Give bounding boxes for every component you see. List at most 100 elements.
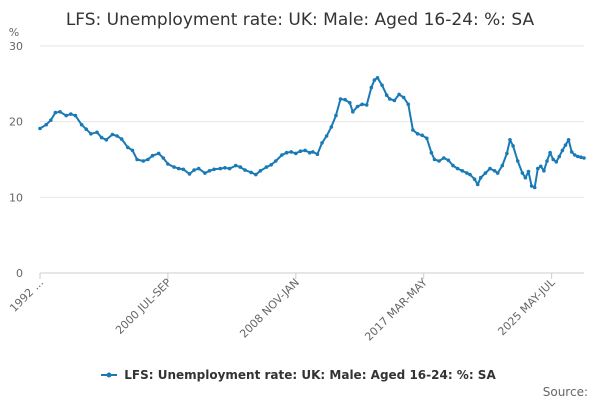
data-point[interactable]: [375, 76, 380, 80]
data-point[interactable]: [351, 110, 355, 114]
data-point[interactable]: [223, 166, 227, 170]
data-point[interactable]: [218, 166, 223, 171]
data-point[interactable]: [192, 168, 196, 172]
data-point[interactable]: [196, 166, 201, 171]
legend-label[interactable]: LFS: Unemployment rate: UK: Male: Aged 1…: [124, 368, 496, 382]
data-point[interactable]: [551, 157, 555, 162]
data-point[interactable]: [161, 156, 166, 160]
data-point[interactable]: [515, 159, 520, 163]
data-point[interactable]: [99, 135, 104, 140]
data-point[interactable]: [495, 171, 500, 175]
data-point[interactable]: [249, 170, 253, 175]
data-point[interactable]: [181, 167, 186, 172]
data-point[interactable]: [69, 112, 73, 116]
data-point[interactable]: [415, 132, 420, 136]
data-point[interactable]: [384, 93, 389, 97]
data-point[interactable]: [212, 167, 216, 172]
data-point[interactable]: [500, 163, 505, 168]
data-point[interactable]: [557, 154, 562, 159]
data-point[interactable]: [364, 103, 369, 107]
data-point[interactable]: [455, 166, 460, 171]
data-point[interactable]: [526, 169, 531, 174]
data-point[interactable]: [126, 145, 130, 150]
data-point[interactable]: [511, 144, 515, 148]
data-point[interactable]: [483, 171, 488, 175]
data-point[interactable]: [569, 150, 574, 154]
data-point[interactable]: [233, 163, 238, 168]
data-point[interactable]: [505, 151, 509, 156]
data-point[interactable]: [475, 182, 480, 187]
data-point[interactable]: [258, 169, 263, 173]
data-point[interactable]: [64, 113, 68, 118]
data-point[interactable]: [576, 154, 580, 159]
data-point[interactable]: [130, 148, 135, 153]
data-point[interactable]: [58, 110, 62, 114]
data-point[interactable]: [542, 169, 546, 173]
data-point[interactable]: [380, 83, 384, 88]
data-point[interactable]: [360, 102, 364, 107]
data-point[interactable]: [141, 159, 146, 163]
data-point[interactable]: [460, 169, 465, 173]
data-point[interactable]: [307, 150, 312, 155]
data-point[interactable]: [329, 125, 334, 129]
data-point[interactable]: [488, 166, 492, 171]
data-point[interactable]: [539, 164, 543, 169]
data-point[interactable]: [166, 162, 170, 166]
data-point[interactable]: [478, 175, 483, 180]
data-point[interactable]: [227, 166, 232, 171]
data-point[interactable]: [573, 153, 577, 157]
data-point[interactable]: [465, 171, 469, 175]
data-point[interactable]: [110, 132, 115, 137]
data-point[interactable]: [254, 172, 258, 177]
data-point[interactable]: [187, 172, 192, 176]
data-point[interactable]: [355, 104, 360, 109]
data-point[interactable]: [38, 126, 42, 131]
data-point[interactable]: [324, 134, 329, 138]
data-point[interactable]: [89, 132, 93, 136]
data-point[interactable]: [135, 157, 139, 162]
data-point[interactable]: [79, 122, 84, 127]
data-point[interactable]: [73, 113, 78, 118]
data-point[interactable]: [303, 148, 307, 153]
data-point[interactable]: [348, 101, 352, 105]
data-point[interactable]: [437, 159, 441, 163]
data-point[interactable]: [545, 159, 549, 163]
data-point[interactable]: [315, 152, 320, 156]
data-point[interactable]: [532, 185, 537, 190]
data-point[interactable]: [320, 141, 324, 145]
data-point[interactable]: [369, 85, 374, 90]
data-point[interactable]: [334, 113, 338, 118]
data-point[interactable]: [264, 165, 269, 169]
data-point[interactable]: [554, 160, 559, 164]
data-point[interactable]: [338, 97, 343, 101]
data-point[interactable]: [523, 175, 528, 180]
data-point[interactable]: [298, 149, 303, 153]
data-point[interactable]: [343, 97, 347, 102]
data-point[interactable]: [238, 165, 243, 169]
data-point[interactable]: [529, 184, 534, 188]
data-point[interactable]: [95, 130, 99, 135]
data-point[interactable]: [397, 92, 401, 97]
data-point[interactable]: [172, 165, 176, 169]
data-point[interactable]: [388, 97, 392, 101]
data-point[interactable]: [420, 133, 425, 138]
data-point[interactable]: [582, 156, 586, 160]
data-point[interactable]: [372, 78, 377, 82]
data-point[interactable]: [401, 95, 406, 100]
data-point[interactable]: [560, 148, 565, 153]
data-point[interactable]: [446, 158, 451, 163]
data-point[interactable]: [274, 159, 278, 163]
data-point[interactable]: [548, 150, 552, 155]
data-point[interactable]: [492, 169, 497, 173]
data-point[interactable]: [49, 118, 53, 122]
data-point[interactable]: [294, 151, 298, 156]
data-point[interactable]: [429, 150, 434, 155]
data-point[interactable]: [442, 156, 446, 160]
data-point[interactable]: [115, 134, 119, 138]
data-point[interactable]: [203, 171, 207, 175]
data-point[interactable]: [104, 138, 109, 142]
data-point[interactable]: [468, 172, 472, 177]
data-point[interactable]: [176, 166, 181, 171]
data-point[interactable]: [150, 153, 155, 158]
data-point[interactable]: [579, 155, 583, 159]
